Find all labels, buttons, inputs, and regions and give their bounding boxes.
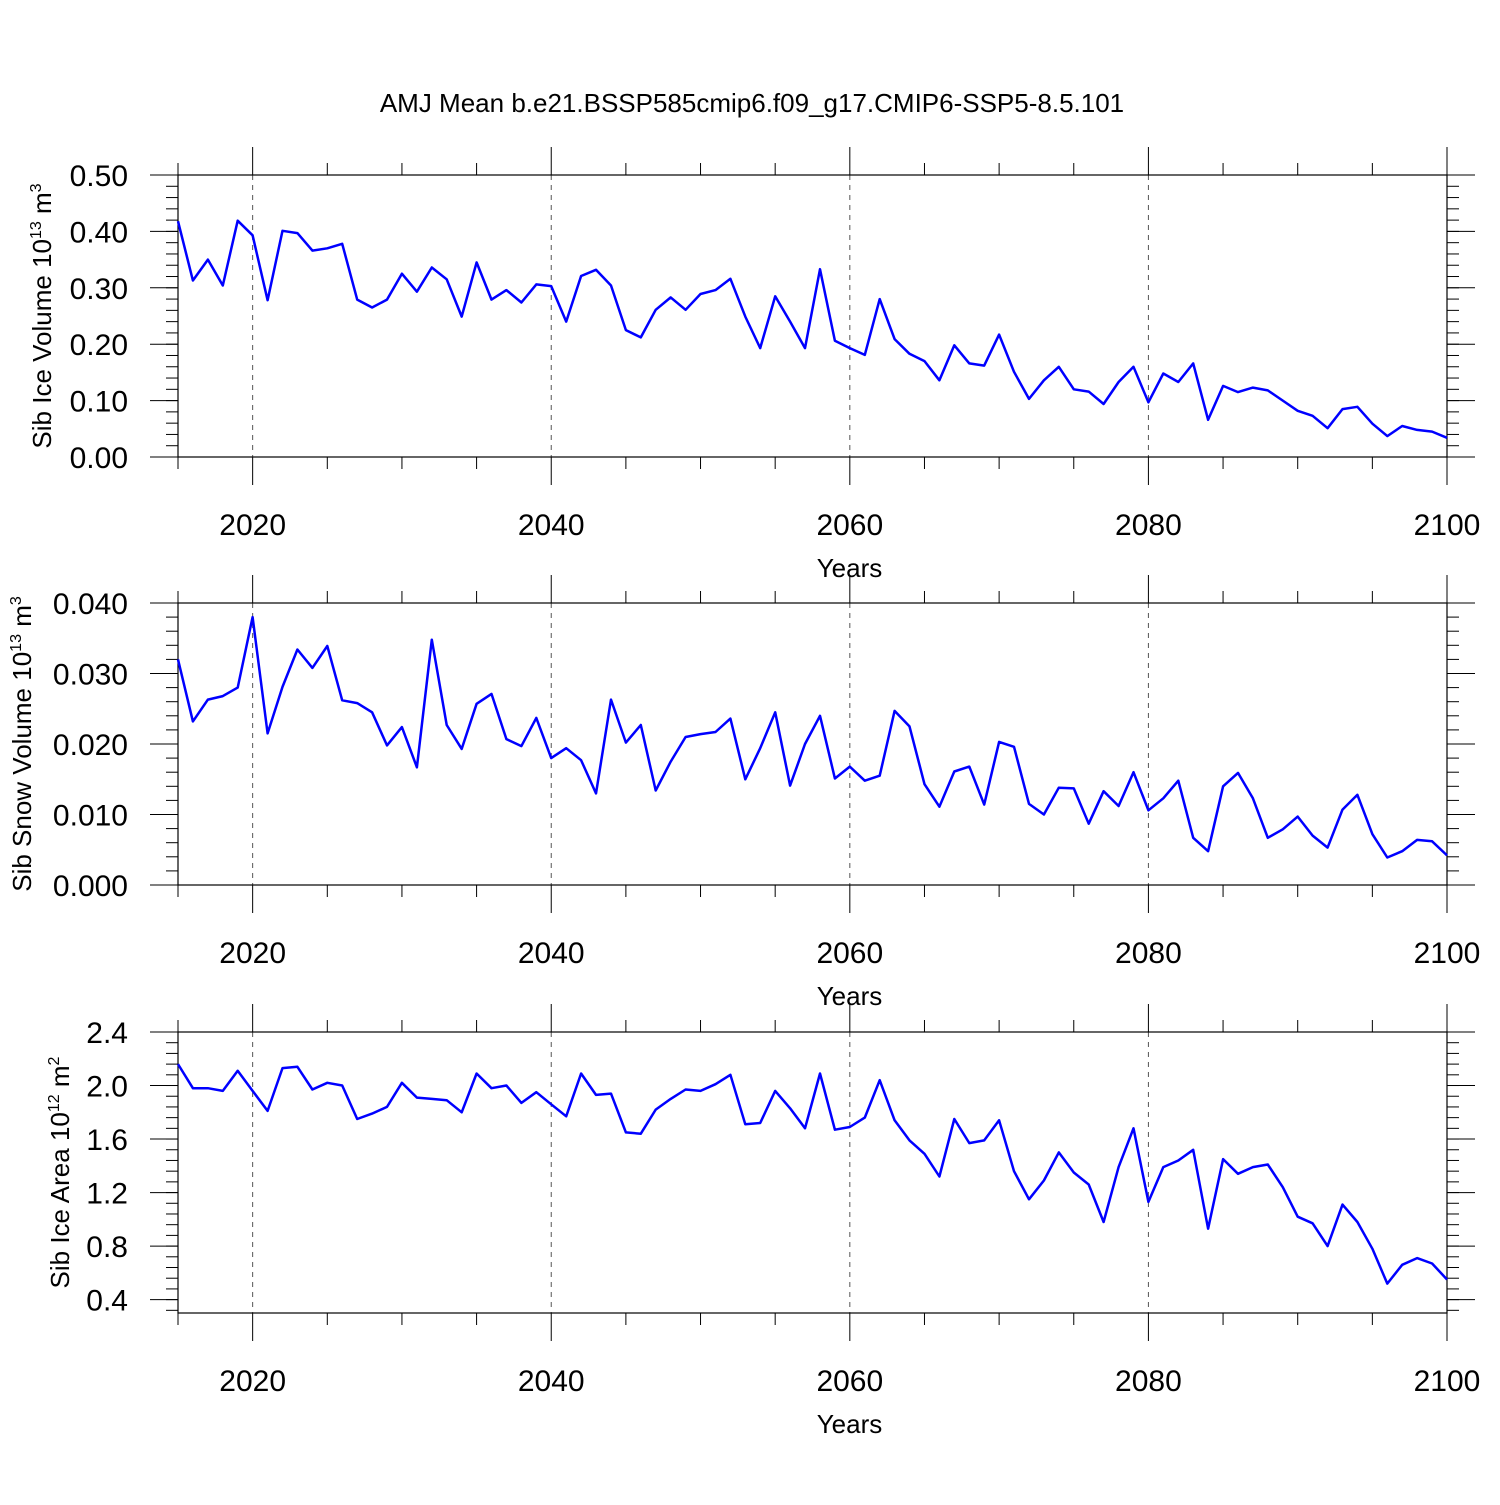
panel-2: 0.000 0.010 0.020 0.030 0.040 2020 2040 2060 208…	[7, 575, 1480, 1011]
y-tick-label-2: 1.2	[86, 1178, 128, 1211]
y-tick-label-1: 0.010	[53, 800, 128, 833]
panel-3: 0.4 0.8 1.2 1.6 2.0 2.4 2020 2040 2060 2080 2100 Ye…	[45, 1004, 1480, 1439]
x-tick-label-2060: 2060	[816, 1365, 883, 1398]
series-line-2	[176, 615, 1448, 859]
y-tick-label-4: 2.0	[86, 1071, 128, 1104]
x-tick-label-2020: 2020	[219, 509, 286, 542]
y-tick-label-0: 0.00	[70, 442, 128, 475]
plot-frame	[177, 602, 1448, 886]
y-axis-title: Sib Snow Volume 1013 m3	[7, 596, 37, 892]
x-tick-label-2060: 2060	[816, 509, 883, 542]
x-tick-label-2040: 2040	[518, 1365, 585, 1398]
y-tick-label-3: 1.6	[86, 1124, 128, 1157]
x-tick-label-2100: 2100	[1414, 509, 1481, 542]
y-tick-label-3: 0.30	[70, 273, 128, 306]
y-tick-label-3: 0.030	[53, 659, 128, 692]
y-tick-label-0: 0.000	[53, 870, 128, 903]
plot-frame	[177, 174, 1448, 458]
x-tick-label-2080: 2080	[1115, 509, 1182, 542]
x-tick-label-2020: 2020	[219, 1365, 286, 1398]
x-axis-title: Years	[817, 1409, 883, 1439]
series-line-1	[176, 219, 1448, 439]
y-tick-label-0: 0.4	[86, 1285, 128, 1318]
panel-1: 0.00 0.10 0.20 0.30 0.40 0.50 2020 2040 2060 2080…	[27, 147, 1480, 583]
chart-panels: 0.00 0.10 0.20 0.30 0.40 0.50 2020 2040 2060 2080…	[7, 147, 1480, 1439]
y-tick-label-1: 0.10	[70, 386, 128, 419]
y-axis-title: Sib Ice Volume 1013 m3	[27, 183, 57, 448]
chart-title: AMJ Mean b.e21.BSSP585cmip6.f09_g17.CMIP…	[380, 88, 1124, 118]
x-tick-label-2100: 2100	[1414, 1365, 1481, 1398]
x-tick-label-2040: 2040	[518, 509, 585, 542]
x-tick-label-2060: 2060	[816, 937, 883, 970]
y-tick-label-4: 0.040	[53, 588, 128, 621]
y-axis-title: Sib Ice Area 1012 m2	[45, 1056, 75, 1288]
plot-frame	[177, 1031, 1448, 1314]
series-line-3	[176, 1063, 1448, 1285]
y-tick-label-5: 2.4	[86, 1017, 128, 1050]
x-tick-label-2080: 2080	[1115, 937, 1182, 970]
x-tick-label-2080: 2080	[1115, 1365, 1182, 1398]
x-tick-label-2100: 2100	[1414, 937, 1481, 970]
y-tick-label-2: 0.020	[53, 729, 128, 762]
x-tick-label-2020: 2020	[219, 937, 286, 970]
x-tick-label-2040: 2040	[518, 937, 585, 970]
y-tick-label-4: 0.40	[70, 216, 128, 249]
y-tick-label-5: 0.50	[70, 160, 128, 193]
y-tick-label-2: 0.20	[70, 329, 128, 362]
y-tick-label-1: 0.8	[86, 1231, 128, 1264]
